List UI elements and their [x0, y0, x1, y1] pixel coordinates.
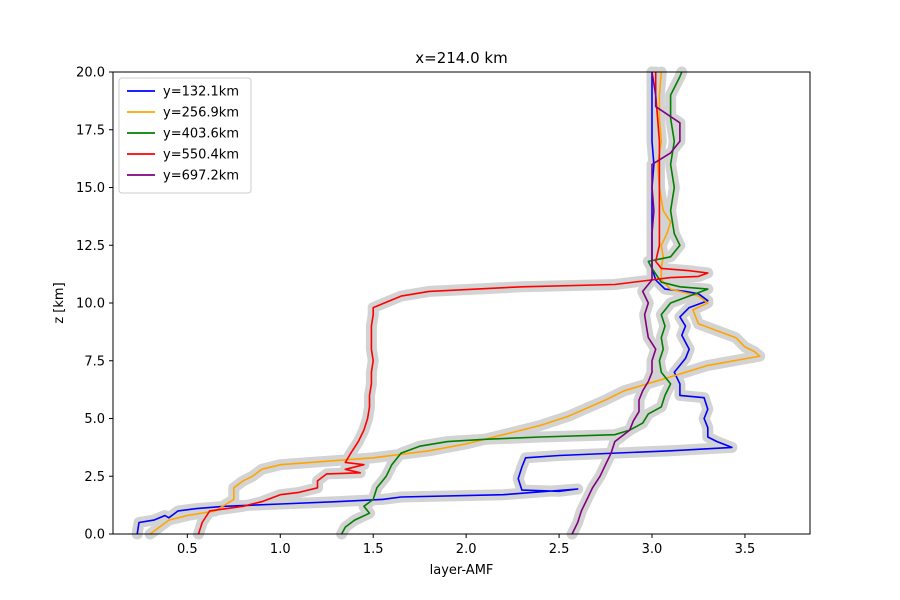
series-line-2 — [340, 71, 709, 535]
y-tick-label: 12.5 — [76, 239, 105, 254]
y-tick-label: 15.0 — [76, 181, 105, 196]
y-tick-label: 7.5 — [84, 354, 105, 369]
legend-label: y=550.4km — [163, 148, 239, 163]
legend-label: y=132.1km — [163, 85, 239, 100]
x-axis-label: layer-AMF — [430, 563, 494, 578]
y-axis-ticks: 0.0 2.5 5.0 7.5 10.0 12.5 15.0 17.5 20.0 — [76, 66, 113, 543]
y-tick-label: 2.5 — [84, 470, 105, 485]
series-line-1 — [149, 71, 761, 535]
series-lines — [136, 71, 761, 535]
y-tick-label: 5.0 — [84, 412, 105, 427]
y-tick-label: 20.0 — [76, 66, 105, 81]
x-tick-label: 2.0 — [456, 542, 477, 557]
x-tick-label: 1.0 — [270, 542, 291, 557]
y-tick-label: 10.0 — [76, 297, 105, 312]
series-line-4 — [571, 71, 681, 535]
y-tick-label: 17.5 — [76, 123, 105, 138]
x-tick-label: 2.5 — [549, 542, 570, 557]
legend-label: y=697.2km — [163, 169, 239, 184]
legend-label: y=256.9km — [163, 106, 239, 121]
x-axis-ticks: 0.5 1.0 1.5 2.0 2.5 3.0 3.5 — [177, 534, 755, 557]
y-tick-label: 0.0 — [84, 528, 105, 543]
chart-title: x=214.0 km — [415, 49, 507, 67]
x-tick-label: 3.5 — [735, 542, 756, 557]
legend-box — [118, 77, 252, 194]
legend-label: y=403.6km — [163, 127, 239, 142]
x-tick-label: 1.5 — [363, 542, 384, 557]
series-line-3 — [197, 72, 709, 535]
x-tick-label: 3.0 — [642, 542, 663, 557]
y-axis-label: z [km] — [52, 282, 67, 323]
x-tick-label: 0.5 — [177, 542, 198, 557]
legend: y=132.1km y=256.9km y=403.6km y=550.4km y=69… — [118, 77, 252, 194]
